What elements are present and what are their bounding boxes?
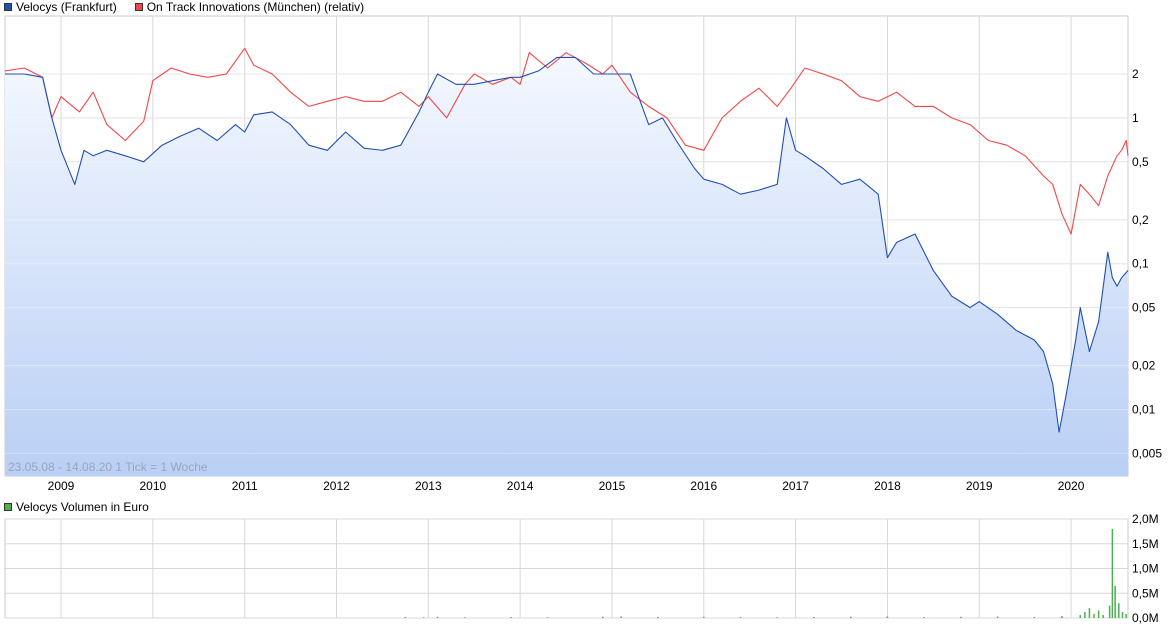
volume-bar: [602, 616, 604, 618]
volume-legend: Velocys Volumen in Euro: [4, 500, 149, 514]
volume-chart: 2,0M 1,5M 1,0M 0,5M 0,0M: [4, 514, 1159, 625]
volume-bar: [1088, 608, 1091, 618]
legend-label-ontrack: On Track Innovations (München) (relativ): [146, 0, 365, 14]
volume-bar: [923, 617, 925, 618]
velocys-line: [5, 56, 1129, 433]
x-tick-label: 2020: [1058, 479, 1085, 493]
volume-bar: [436, 616, 439, 618]
volume-bar: [1084, 612, 1086, 618]
volume-bar: [620, 616, 622, 618]
volume-bar: [1125, 614, 1127, 618]
volume-bar: [739, 617, 742, 618]
volume-bar: [1097, 610, 1100, 618]
volume-bar: [422, 617, 425, 618]
main-legend: Velocys (Frankfurt) On Track Innovations…: [4, 0, 364, 14]
x-tick-label: 2017: [782, 479, 809, 493]
volume-bar: [1079, 615, 1082, 618]
x-tick-label: 2011: [232, 479, 258, 493]
x-tick-label: 2016: [690, 479, 717, 493]
velocys-area: [5, 57, 1128, 477]
y-tick-label: 0,05: [1132, 301, 1156, 315]
volume-bar: [1033, 617, 1036, 618]
x-tick-label: 2010: [139, 479, 166, 493]
legend-label-volume: Velocys Volumen in Euro: [16, 500, 149, 514]
x-tick-label: 2019: [966, 479, 993, 493]
volume-bar: [510, 617, 512, 618]
volume-bar: [813, 617, 815, 618]
x-tick-label: 2014: [507, 479, 534, 493]
volume-bar: [886, 616, 889, 618]
volume-bar: [960, 616, 962, 618]
volume-bar: [1121, 612, 1124, 618]
y-tick-label: 1: [1132, 111, 1139, 125]
volume-y-tick-label: 0,5M: [1132, 586, 1159, 600]
y-tick-label: 0,1: [1132, 257, 1149, 271]
ontrack-line: [4, 47, 1129, 235]
volume-bar: [1111, 528, 1114, 618]
volume-bar: [404, 617, 407, 618]
volume-bar: [776, 617, 778, 618]
x-tick-label: 2009: [48, 479, 75, 493]
legend-swatch-ontrack: [134, 3, 143, 11]
volume-bar: [849, 616, 852, 618]
volume-bar: [996, 616, 999, 618]
legend-swatch-velocys: [4, 3, 12, 11]
x-tick-label: 2012: [323, 479, 350, 493]
volume-bar: [1118, 603, 1120, 618]
y-tick-label: 0,2: [1132, 213, 1149, 227]
legend-label-velocys: Velocys (Frankfurt): [16, 0, 117, 14]
volume-bar: [1093, 614, 1095, 618]
volume-bar: [657, 617, 659, 618]
y-tick-label: 0,02: [1132, 359, 1156, 373]
x-tick-label: 2018: [874, 479, 901, 493]
volume-bar: [546, 617, 549, 618]
legend-item-velocys: Velocys (Frankfurt): [4, 0, 117, 14]
volume-y-tick-label: 0,0M: [1132, 611, 1159, 625]
price-chart: 2009 2010 2011 2012 2013 2014 2015 2016 2017 2018…: [4, 15, 1162, 493]
y-tick-label: 0,01: [1132, 403, 1156, 417]
volume-y-tick-label: 2,0M: [1132, 514, 1159, 526]
x-tick-label: 2015: [599, 479, 626, 493]
volume-bar: [1114, 585, 1116, 618]
y-tick-label: 0,5: [1132, 155, 1149, 169]
y-tick-label: 2: [1132, 67, 1139, 81]
legend-swatch-volume: [4, 503, 12, 511]
volume-bar: [1102, 615, 1104, 618]
legend-item-ontrack: On Track Innovations (München) (relativ): [134, 0, 365, 14]
date-range-note: 23.05.08 - 14.08.20 1 Tick = 1 Woche: [8, 460, 208, 474]
x-tick-label: 2013: [415, 479, 442, 493]
volume-bar: [1061, 616, 1063, 618]
volume-y-tick-label: 1,0M: [1132, 562, 1159, 576]
volume-bar: [464, 617, 466, 618]
volume-bar: [1108, 605, 1111, 618]
y-tick-label: 0,005: [1132, 446, 1162, 460]
volume-y-tick-label: 1,5M: [1132, 537, 1159, 551]
volume-bar: [703, 616, 705, 618]
